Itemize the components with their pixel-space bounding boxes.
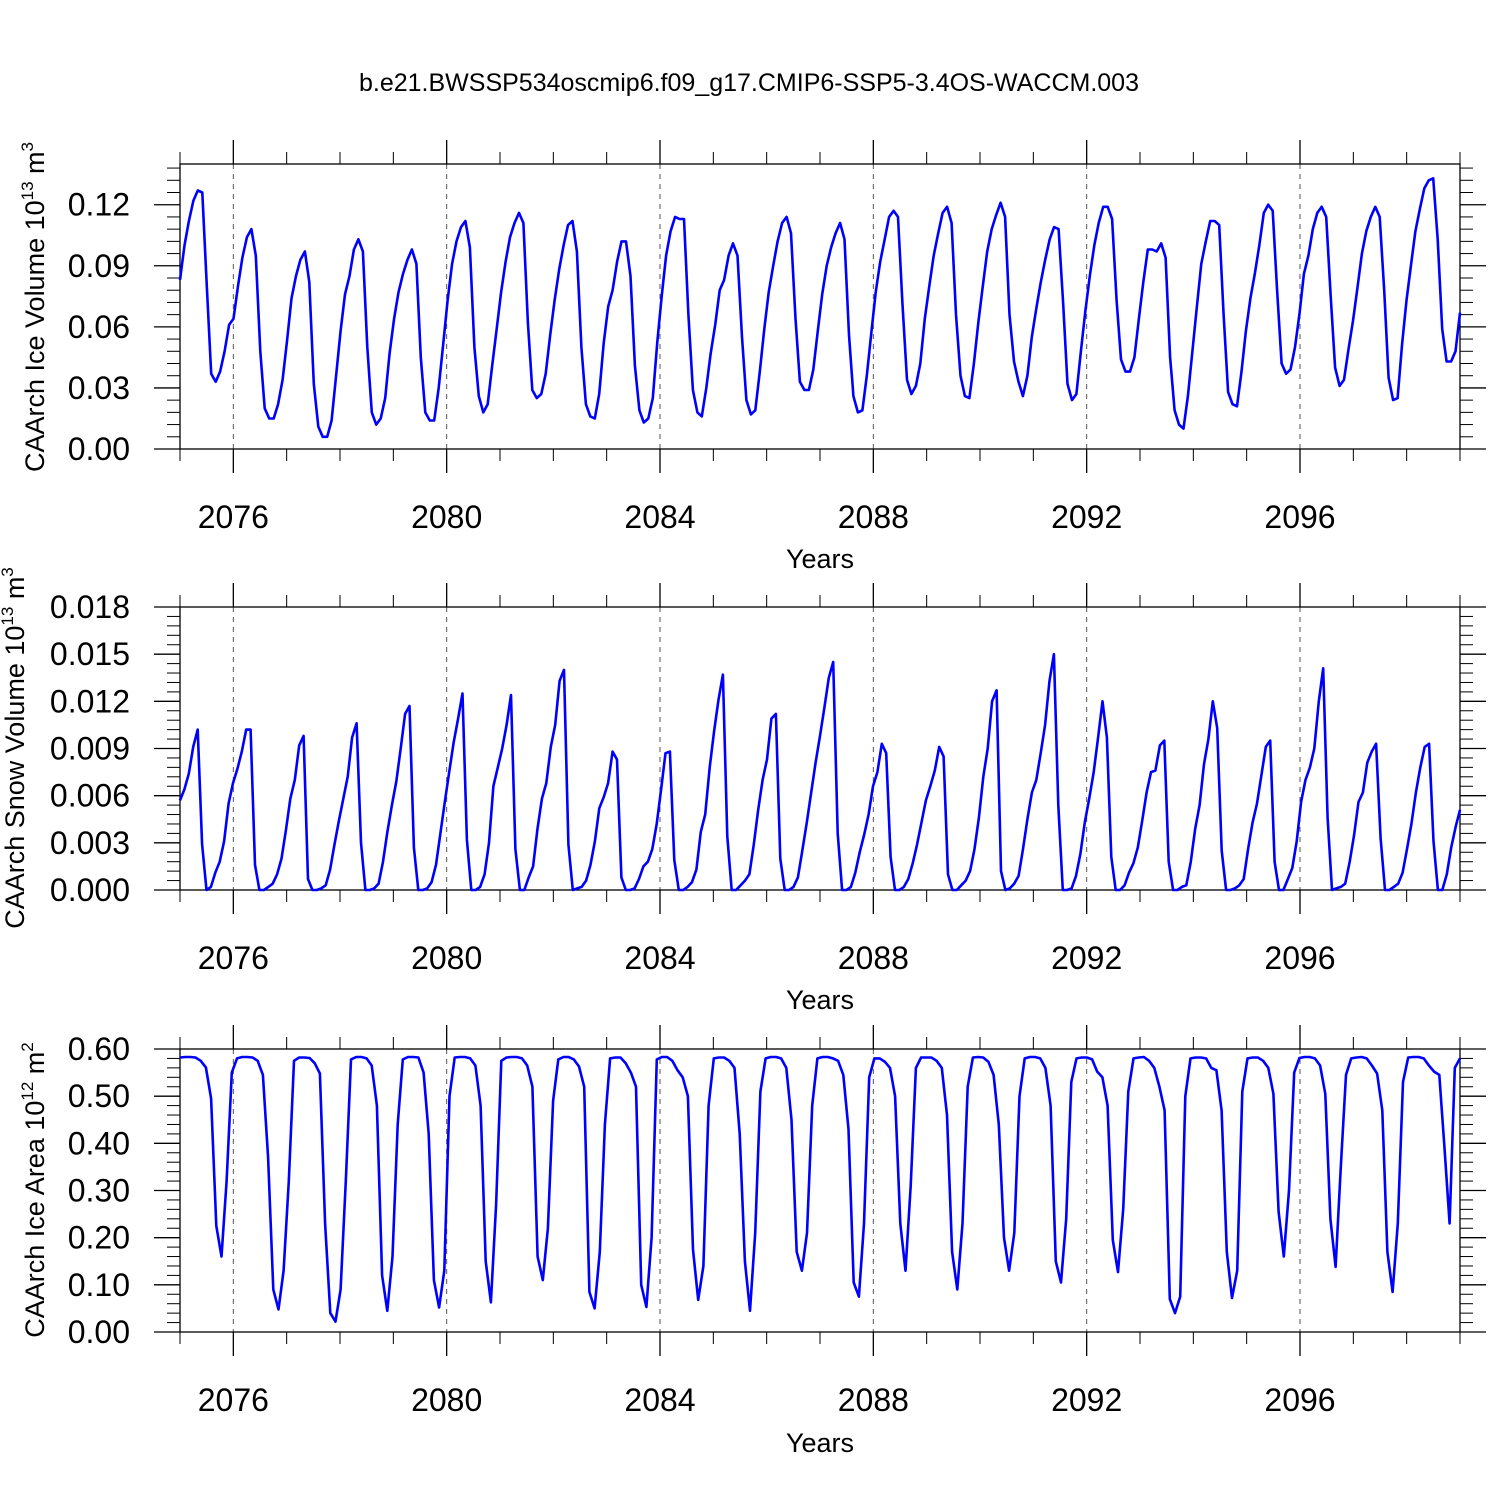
snow-volume-y-tick-label: 0.000 [50, 872, 130, 908]
ice-area-x-tick-label: 2076 [198, 1382, 269, 1418]
ice-volume-x-tick-label: 2092 [1051, 499, 1122, 535]
snow-volume-x-tick-label: 2096 [1264, 940, 1335, 976]
ice-volume-x-tick-label: 2088 [838, 499, 909, 535]
snow-volume-series-line [178, 652, 1462, 892]
panel-ice-area: 2076 2080 2084 2088 2092 2096 0.00 0.10 0.20 0.3… [18, 1025, 1486, 1458]
ice-area-x-tick-label: 2092 [1051, 1382, 1122, 1418]
ice-volume-y-tick-label: 0.09 [68, 248, 130, 284]
ice-volume-series-line [178, 177, 1462, 439]
snow-volume-y-label-exp: 13 [0, 607, 17, 626]
snow-volume-y-tick-label: 0.018 [50, 589, 130, 625]
snow-volume-x-axis-label: Years [786, 985, 854, 1015]
snow-volume-x-tick-labels: 2076 2080 2084 2088 2092 2096 [198, 940, 1336, 976]
ice-area-y-tick-labels: 0.00 0.10 0.20 0.30 0.40 0.50 0.60 [68, 1031, 130, 1350]
ice-volume-y-label-unit: m [20, 151, 50, 181]
panel-snow-volume: 2076 2080 2084 2088 2092 2096 0.000 0.003 0.006… [0, 567, 1486, 1015]
ice-area-y-label-unit-exp: 2 [18, 1042, 37, 1051]
ice-area-y-tick-label: 0.60 [68, 1031, 130, 1067]
ice-area-x-tick-label: 2088 [838, 1382, 909, 1418]
snow-volume-x-tick-label: 2084 [624, 940, 695, 976]
figure-title: b.e21.BWSSP534oscmip6.f09_g17.CMIP6-SSP5… [359, 69, 1139, 97]
ice-area-ticks [154, 1025, 1486, 1356]
snow-volume-series [178, 652, 1462, 892]
snow-volume-y-tick-label: 0.009 [50, 731, 130, 767]
ice-volume-x-tick-label: 2076 [198, 499, 269, 535]
snow-volume-y-tick-label: 0.003 [50, 825, 130, 861]
snow-volume-y-tick-label: 0.012 [50, 683, 130, 719]
snow-volume-ticks [154, 583, 1486, 914]
ice-volume-y-tick-label: 0.06 [68, 309, 130, 345]
snow-volume-y-tick-labels: 0.000 0.003 0.006 0.009 0.012 0.015 0.018 [50, 589, 130, 908]
ice-volume-y-label-unit-exp: 3 [18, 142, 37, 151]
ice-area-series [179, 1055, 1462, 1323]
ice-volume-x-axis-label: Years [786, 544, 854, 574]
ice-area-plot-frame [179, 1048, 1461, 1333]
ice-area-y-label-main: CAArch Ice Area 10 [20, 1101, 50, 1338]
ice-area-x-axis-label: Years [786, 1428, 854, 1458]
ice-area-x-tick-label: 2080 [411, 1382, 482, 1418]
ice-area-y-tick-label: 0.30 [68, 1173, 130, 1209]
ice-volume-y-tick-label: 0.12 [68, 187, 130, 223]
ice-area-y-axis-label: CAArch Ice Area 1012 m2 [18, 1042, 50, 1338]
snow-volume-y-label-unit-exp: 3 [0, 567, 17, 576]
ice-volume-x-tick-label: 2084 [624, 499, 695, 535]
ice-area-x-tick-label: 2084 [624, 1382, 695, 1418]
snow-volume-x-tick-label: 2088 [838, 940, 909, 976]
ice-area-grid [232, 1049, 1301, 1332]
ice-area-x-tick-label: 2096 [1264, 1382, 1335, 1418]
snow-volume-y-label-unit: m [0, 577, 30, 607]
snow-volume-y-axis-label: CAArch Snow Volume 1013 m3 [0, 567, 30, 929]
ice-volume-y-label-main: CAArch Ice Volume 10 [20, 200, 50, 472]
ice-area-y-tick-label: 0.40 [68, 1125, 130, 1161]
snow-volume-plot-frame [179, 606, 1461, 891]
ice-area-y-label-exp: 12 [18, 1082, 37, 1101]
ice-volume-y-tick-label: 0.03 [68, 370, 130, 406]
ice-volume-x-tick-labels: 2076 2080 2084 2088 2092 2096 [198, 499, 1336, 535]
snow-volume-x-tick-label: 2076 [198, 940, 269, 976]
ice-volume-y-tick-labels: 0.00 0.03 0.06 0.09 0.12 [68, 187, 130, 467]
snow-volume-x-tick-label: 2092 [1051, 940, 1122, 976]
snow-volume-y-label-main: CAArch Snow Volume 10 [0, 626, 30, 929]
ice-area-y-tick-label: 0.00 [68, 1314, 130, 1350]
ice-volume-y-tick-label: 0.00 [68, 431, 130, 467]
panel-ice-volume: 2076 2080 2084 2088 2092 2096 0.000.030.060.0… [18, 140, 1486, 574]
ice-area-series-line [179, 1055, 1462, 1323]
ice-area-y-tick-label: 0.10 [68, 1267, 130, 1303]
ice-volume-series [178, 177, 1462, 439]
ice-volume-x-tick-label: 2080 [411, 499, 482, 535]
snow-volume-x-tick-label: 2080 [411, 940, 482, 976]
ice-volume-x-tick-label: 2096 [1264, 499, 1335, 535]
ice-volume-ticks [154, 140, 1486, 473]
ice-volume-y-label-exp: 13 [18, 181, 37, 200]
ice-area-x-tick-labels: 2076 2080 2084 2088 2092 2096 [198, 1382, 1336, 1418]
ice-area-y-tick-label: 0.20 [68, 1220, 130, 1256]
ice-area-y-tick-label: 0.50 [68, 1078, 130, 1114]
snow-volume-y-tick-label: 0.015 [50, 636, 130, 672]
snow-volume-grid [232, 607, 1301, 890]
ice-volume-y-axis-label: CAArch Ice Volume 1013 m3 [18, 142, 50, 472]
snow-volume-y-tick-label: 0.006 [50, 778, 130, 814]
ice-area-y-label-unit: m [20, 1052, 50, 1082]
